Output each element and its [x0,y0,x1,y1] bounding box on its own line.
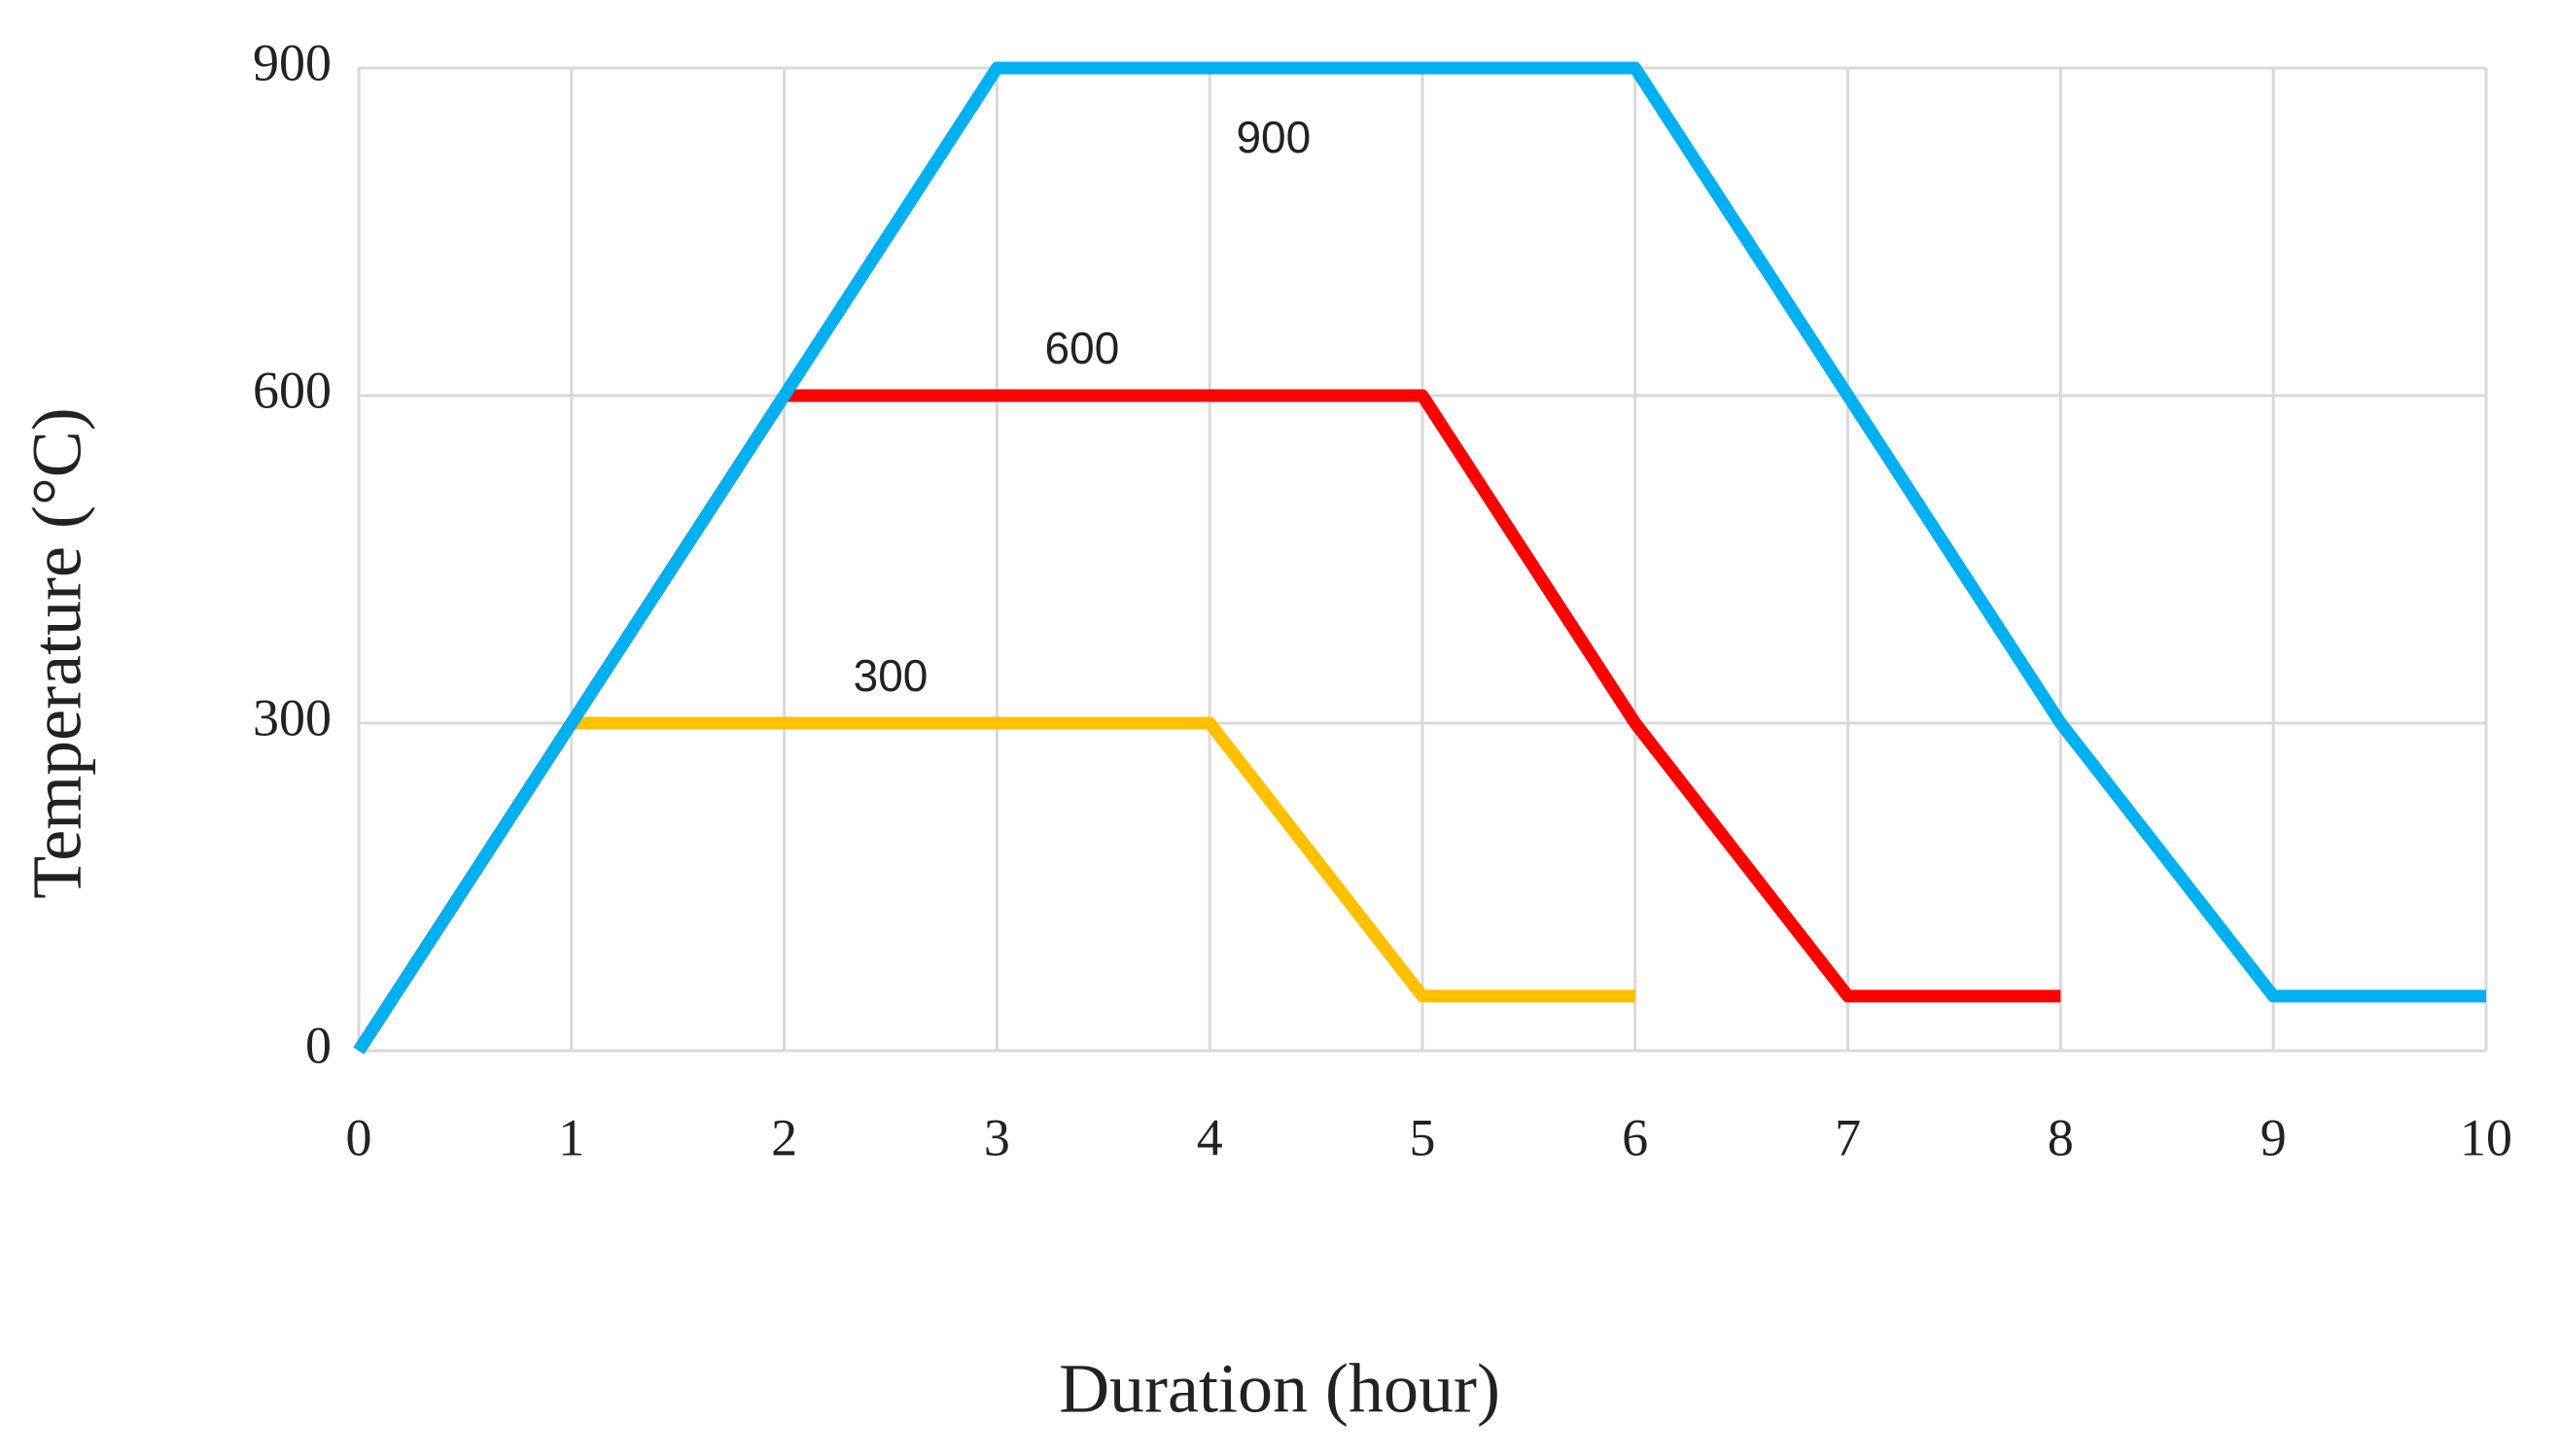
y-tick-label: 300 [253,688,332,746]
x-axis-title: Duration (hour) [1059,1350,1500,1428]
x-tick-label: 5 [1410,1108,1436,1166]
x-tick-label: 9 [2260,1108,2287,1166]
x-tick-label: 4 [1197,1108,1223,1166]
x-tick-label: 0 [346,1108,372,1166]
series-line [353,61,2486,1055]
x-tick-label: 1 [558,1108,584,1166]
x-tick-label: 8 [2048,1108,2074,1166]
y-tick-label: 900 [253,33,332,91]
series-label: 300 [854,650,929,701]
x-tick-label: 2 [771,1108,797,1166]
x-tick-label: 10 [2460,1108,2512,1166]
x-tick-label: 7 [1835,1108,1861,1166]
y-tick-label: 0 [305,1016,332,1074]
x-tick-label: 6 [1622,1108,1648,1166]
series-label: 600 [1045,323,1120,373]
y-axis-title: Temperature (°C) [18,407,96,899]
y-tick-label: 600 [253,361,332,419]
x-tick-label: 3 [984,1108,1010,1166]
series-label: 900 [1236,112,1311,162]
